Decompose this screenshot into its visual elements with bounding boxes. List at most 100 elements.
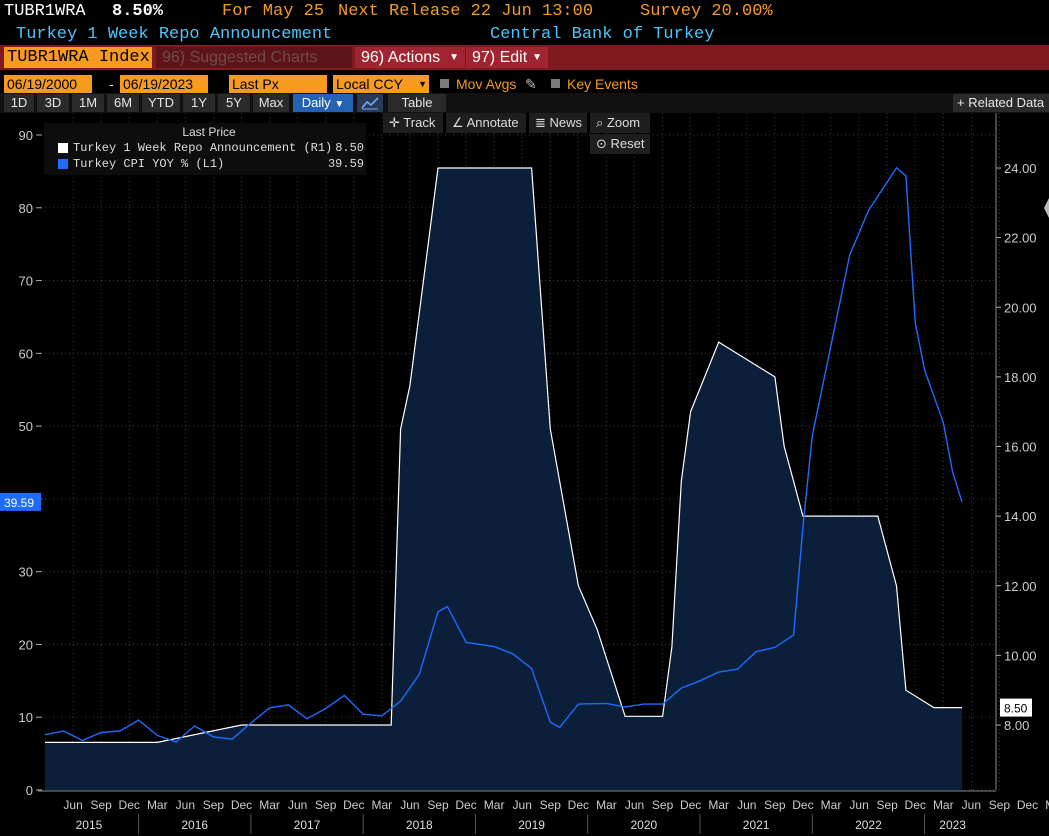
track-tool[interactable]: ✛ Track — [383, 113, 443, 133]
scroll-marker — [1044, 198, 1049, 218]
actions-menu[interactable]: 96) Actions ▼ — [355, 47, 465, 68]
edit-menu[interactable]: 97) Edit ▼ — [466, 47, 548, 68]
frequency-label: Daily — [301, 95, 331, 110]
x-month-label: Mar — [821, 798, 842, 812]
period-ytd-button[interactable]: YTD — [142, 94, 180, 112]
right-tick-label: 10.00 — [1004, 648, 1037, 663]
x-month-label: Dec — [455, 798, 476, 812]
cpi-yoy-line — [44, 166, 963, 743]
x-year-label: 2023 — [939, 818, 966, 832]
period-1d-button[interactable]: 1D — [4, 94, 34, 112]
period-6m-button[interactable]: 6M — [107, 94, 139, 112]
chevron-down-icon: ▼ — [334, 99, 345, 110]
x-month-label: Sep — [427, 798, 449, 812]
legend-name-repo: Turkey 1 Week Repo Announcement (R1) — [73, 141, 333, 155]
x-month-label: Jun — [176, 798, 195, 812]
right-tick-label: 20.00 — [1004, 300, 1037, 315]
annotate-label: Annotate — [466, 115, 519, 130]
security-header: TUBR1WRA 8.50% For May 25 Next Release 2… — [0, 0, 1049, 24]
x-month-label: Mar — [933, 798, 954, 812]
period-max-button[interactable]: Max — [253, 94, 289, 112]
x-month-label: Mar — [484, 798, 505, 812]
mov-avgs-checkbox[interactable] — [440, 79, 449, 88]
edit-label: 97) Edit — [472, 49, 528, 66]
x-year-label: 2020 — [631, 818, 658, 832]
start-date-field[interactable]: 06/19/2000 — [4, 75, 92, 93]
line-chart-icon — [361, 97, 379, 110]
x-month-label: Jun — [513, 798, 532, 812]
reset-button[interactable]: ⊙ Reset — [590, 134, 650, 154]
news-label: News — [549, 115, 583, 130]
table-button[interactable]: Table — [388, 94, 446, 112]
ticker-label: TUBR1WRA — [4, 2, 86, 21]
x-month-label: Dec — [792, 798, 813, 812]
chevron-down-icon: ▼ — [532, 52, 542, 63]
left-tick-label: 60 — [19, 346, 33, 361]
last-value-tags: 39.59 8.50 — [0, 198, 1049, 717]
x-year-label: 2016 — [181, 818, 208, 832]
x-month-label: Mar — [1045, 798, 1049, 812]
period-1y-button[interactable]: 1Y — [183, 94, 215, 112]
ticker-field[interactable]: TUBR1WRA Index — [4, 47, 152, 68]
actions-label: 96) Actions — [361, 49, 441, 66]
repo-rate-area — [45, 168, 962, 790]
period-3d-button[interactable]: 3D — [37, 94, 69, 112]
key-events-checkbox[interactable] — [551, 79, 560, 88]
left-tick-label: 70 — [19, 274, 33, 289]
x-year-label: 2015 — [76, 818, 103, 832]
x-axis: Jun Sep Dec Mar Jun Sep Dec Mar Jun Sep Dec Mar Jun S… — [38, 790, 1049, 834]
price-chart[interactable]: 0102030405060708090 8.0010.0012.0014.001… — [0, 113, 1049, 836]
chart-legend: Last Price Turkey 1 Week Repo Announceme… — [44, 123, 366, 175]
right-axis: 8.00 10.00 12.00 14.00 16.00 18.00 20.00 22.00 2… — [995, 113, 1037, 790]
x-month-label: Dec — [905, 798, 926, 812]
for-period: For May 25 — [222, 2, 325, 21]
command-bar: TUBR1WRA Index 96) Suggested Charts 96) … — [0, 45, 1049, 70]
reset-icon: ⊙ — [596, 136, 607, 151]
legend-item-repo[interactable]: Turkey 1 Week Repo Announcement (R1) 8.5… — [58, 141, 366, 155]
magnifier-icon: ⌕ — [596, 115, 604, 130]
chart-params: 06/19/2000 - 06/19/2023 Last Px Local CC… — [0, 72, 1049, 94]
news-tool[interactable]: ≣ News — [529, 113, 587, 133]
x-year-label: 2021 — [743, 818, 770, 832]
next-release: Next Release 22 Jun 13:00 — [338, 2, 594, 21]
x-month-label: Mar — [596, 798, 617, 812]
end-date-field[interactable]: 06/19/2023 — [120, 75, 208, 93]
legend-swatch-repo — [58, 143, 68, 153]
x-month-label: Jun — [63, 798, 82, 812]
zoom-tool[interactable]: ⌕ Zoom — [590, 113, 650, 133]
x-month-label: Sep — [203, 798, 225, 812]
frequency-select[interactable]: Daily ▼ — [293, 94, 353, 112]
period-5y-button[interactable]: 5Y — [218, 94, 250, 112]
x-month-label: Jun — [288, 798, 307, 812]
right-tick-label: 14.00 — [1004, 509, 1037, 524]
legend-item-cpi[interactable]: Turkey CPI YOY % (L1) 39.59 — [58, 157, 366, 171]
track-label: Track — [403, 115, 436, 130]
price-field-select[interactable]: Last Px — [229, 75, 327, 93]
left-tick-label: 10 — [19, 710, 33, 725]
left-last-value-text: 39.59 — [4, 496, 34, 510]
x-month-label: Dec — [1017, 798, 1038, 812]
annotate-tool[interactable]: ∠ Annotate — [446, 113, 526, 133]
right-tick-label: 8.00 — [1004, 718, 1029, 733]
x-month-label: Sep — [652, 798, 674, 812]
legend-name-cpi: Turkey CPI YOY % (L1) — [73, 157, 225, 171]
left-tick-label: 0 — [26, 783, 33, 798]
right-last-value-text: 8.50 — [1004, 702, 1028, 716]
right-tick-label: 24.00 — [1004, 161, 1037, 176]
left-tick-label: 80 — [19, 201, 33, 216]
x-month-label: Sep — [315, 798, 337, 812]
annotate-icon: ∠ — [452, 115, 464, 130]
chart-type-button[interactable] — [357, 94, 383, 112]
currency-select[interactable]: Local CCY ▼ — [333, 75, 429, 93]
suggested-charts-button[interactable]: 96) Suggested Charts — [156, 47, 352, 68]
currency-label: Local CCY — [336, 76, 403, 92]
x-month-label: Jun — [849, 798, 868, 812]
period-1m-button[interactable]: 1M — [72, 94, 104, 112]
chevron-down-icon: ▼ — [449, 52, 459, 63]
x-month-label: Sep — [540, 798, 562, 812]
x-month-label: Dec — [343, 798, 364, 812]
pencil-icon[interactable]: ✎ — [525, 76, 537, 92]
x-month-label: Sep — [90, 798, 112, 812]
zoom-label: Zoom — [606, 115, 641, 130]
related-data-button[interactable]: + Related Data — [953, 94, 1049, 112]
